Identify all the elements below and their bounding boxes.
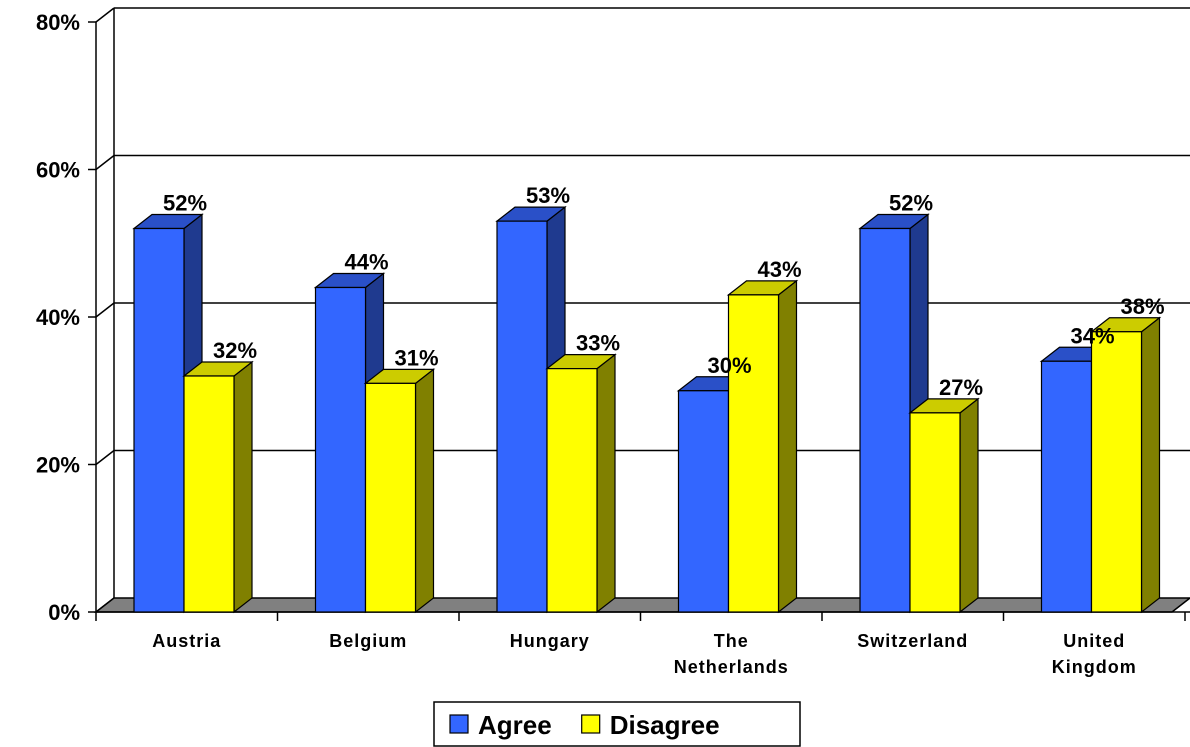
- category-label-hungary: Hungary: [510, 631, 590, 651]
- legend-swatch-disagree: [581, 714, 601, 734]
- bar-disagree-the-netherlands: [726, 279, 799, 614]
- bar-side: [1140, 316, 1161, 614]
- bar-disagree-hungary: [545, 353, 617, 614]
- data-label-disagree-switzerland: 27%: [939, 375, 983, 400]
- data-labels: 52% 32% 44% 31% 53% 33% 30% 43% 52% 27% 34%38%: [163, 183, 1165, 400]
- bar-side: [777, 279, 798, 614]
- y-tick-label: 80%: [36, 10, 80, 35]
- data-label-agree-switzerland: 52%: [889, 191, 933, 216]
- bar-front: [314, 286, 367, 613]
- data-label-disagree-austria: 32%: [213, 338, 257, 363]
- category-label-austria: Austria: [152, 631, 221, 651]
- y-tick-label: 0%: [48, 600, 80, 625]
- legend-label-agree: Agree: [478, 710, 552, 740]
- y-tick-label: 40%: [36, 305, 80, 330]
- category-labels: Austria Belgium Hungary The Netherlands Switz…: [152, 631, 1137, 677]
- floor-plane: [93, 597, 1190, 613]
- bar-front: [364, 382, 417, 613]
- data-label-disagree-hungary: 33%: [576, 331, 620, 356]
- data-label-agree-hungary: 53%: [526, 183, 570, 208]
- bar-disagree-austria: [182, 360, 254, 614]
- data-label-agree-belgium: 44%: [344, 250, 388, 275]
- data-label-disagree-the-netherlands: 43%: [757, 257, 801, 282]
- legend-box: [433, 701, 801, 747]
- gridlines: [95, 7, 1190, 613]
- bar-disagree-switzerland: [908, 397, 980, 614]
- chart-floor: [93, 597, 1190, 613]
- category-label-united-kingdom: United: [1063, 631, 1125, 651]
- wall-diagonal-20: [95, 449, 115, 466]
- legend: Agree Disagree: [433, 701, 801, 747]
- category-label-united-kingdom: Kingdom: [1052, 657, 1137, 677]
- bar-front: [859, 227, 911, 613]
- bar-side: [596, 353, 616, 614]
- data-label-agree-united-kingdom: 34%: [1070, 323, 1114, 348]
- data-label-agree-austria: 52%: [163, 191, 207, 216]
- data-label-agree-the-netherlands: 30%: [707, 353, 751, 378]
- bar-front: [727, 294, 780, 613]
- bar-front: [183, 375, 235, 613]
- data-label-disagree-belgium: 31%: [394, 345, 438, 370]
- bar-front: [677, 390, 730, 613]
- bar-front: [1090, 331, 1143, 613]
- bar-front: [909, 412, 961, 613]
- bar-disagree-united-kingdom: [1089, 316, 1162, 614]
- bar-front: [133, 227, 185, 613]
- bars: [132, 205, 1162, 614]
- legend-label-disagree: Disagree: [610, 710, 720, 740]
- bar-front: [1040, 360, 1093, 613]
- legend-swatch-agree: [449, 714, 469, 734]
- wall-diagonal-80: [95, 7, 115, 23]
- wall-diagonal-60: [95, 154, 115, 171]
- category-label-the-netherlands: Netherlands: [674, 657, 789, 677]
- bar-agree-switzerland: [858, 213, 930, 614]
- y-tick-label: 60%: [36, 158, 80, 183]
- bar-side: [414, 368, 435, 614]
- bar-side: [959, 397, 979, 614]
- category-label-the-netherlands: The: [714, 631, 749, 651]
- bar-front: [496, 220, 548, 613]
- y-axis: 0% 20% 40% 60% 80%: [36, 10, 1190, 625]
- y-tick-label: 20%: [36, 453, 80, 478]
- bar-front: [546, 368, 598, 613]
- bar-side: [233, 360, 253, 614]
- bar-disagree-belgium: [363, 368, 436, 614]
- category-label-switzerland: Switzerland: [857, 631, 968, 651]
- data-label-disagree-united-kingdom: 38%: [1120, 294, 1164, 319]
- wall-diagonal-40: [95, 302, 115, 318]
- category-label-belgium: Belgium: [329, 631, 407, 651]
